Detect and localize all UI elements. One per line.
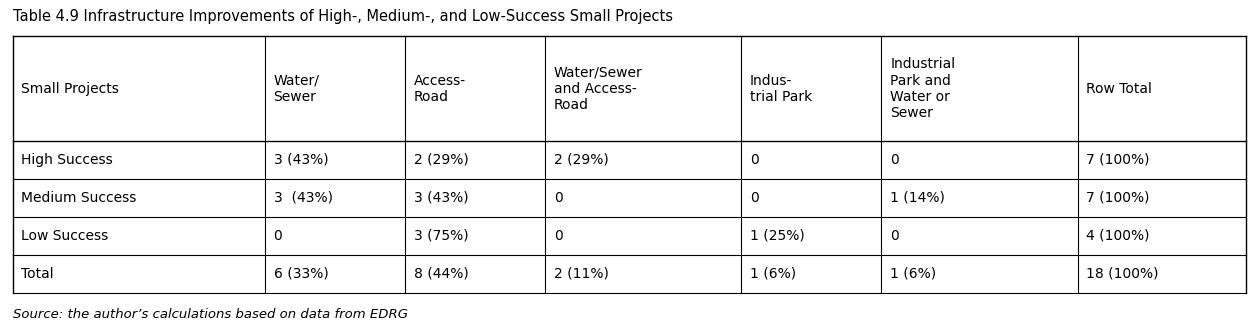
Text: 8 (44%): 8 (44%)	[413, 267, 468, 281]
Text: 0: 0	[890, 153, 899, 167]
Text: 7 (100%): 7 (100%)	[1087, 153, 1149, 167]
Text: High Success: High Success	[21, 153, 113, 167]
Text: Low Success: Low Success	[21, 229, 109, 243]
Text: Source: the author’s calculations based on data from EDRG: Source: the author’s calculations based …	[13, 308, 407, 320]
Text: 1 (6%): 1 (6%)	[890, 267, 936, 281]
Text: 0: 0	[553, 229, 562, 243]
Text: 0: 0	[750, 153, 759, 167]
Text: 0: 0	[553, 191, 562, 205]
Text: 0: 0	[890, 229, 899, 243]
Text: 6 (33%): 6 (33%)	[273, 267, 328, 281]
Text: 0: 0	[273, 229, 282, 243]
Text: 3 (43%): 3 (43%)	[273, 153, 328, 167]
Text: Table 4.9 Infrastructure Improvements of High-, Medium-, and Low-Success Small P: Table 4.9 Infrastructure Improvements of…	[13, 9, 672, 24]
Text: 3 (75%): 3 (75%)	[413, 229, 468, 243]
Text: Small Projects: Small Projects	[21, 82, 119, 96]
Text: Medium Success: Medium Success	[21, 191, 136, 205]
Text: 1 (14%): 1 (14%)	[890, 191, 945, 205]
Text: 18 (100%): 18 (100%)	[1087, 267, 1159, 281]
Text: 2 (11%): 2 (11%)	[553, 267, 608, 281]
Text: Indus-
trial Park: Indus- trial Park	[750, 74, 813, 104]
Text: 1 (6%): 1 (6%)	[750, 267, 796, 281]
Text: 1 (25%): 1 (25%)	[750, 229, 805, 243]
Text: Total: Total	[21, 267, 54, 281]
Text: 3  (43%): 3 (43%)	[273, 191, 333, 205]
Text: 7 (100%): 7 (100%)	[1087, 191, 1149, 205]
Text: Access-
Road: Access- Road	[413, 74, 466, 104]
Text: Water/
Sewer: Water/ Sewer	[273, 74, 319, 104]
Text: 3 (43%): 3 (43%)	[413, 191, 468, 205]
Text: Industrial
Park and
Water or
Sewer: Industrial Park and Water or Sewer	[890, 57, 955, 120]
Text: Water/Sewer
and Access-
Road: Water/Sewer and Access- Road	[553, 66, 642, 112]
Text: 0: 0	[750, 191, 759, 205]
Text: 2 (29%): 2 (29%)	[413, 153, 468, 167]
Text: 2 (29%): 2 (29%)	[553, 153, 608, 167]
Text: Row Total: Row Total	[1087, 82, 1152, 96]
Text: 4 (100%): 4 (100%)	[1087, 229, 1149, 243]
